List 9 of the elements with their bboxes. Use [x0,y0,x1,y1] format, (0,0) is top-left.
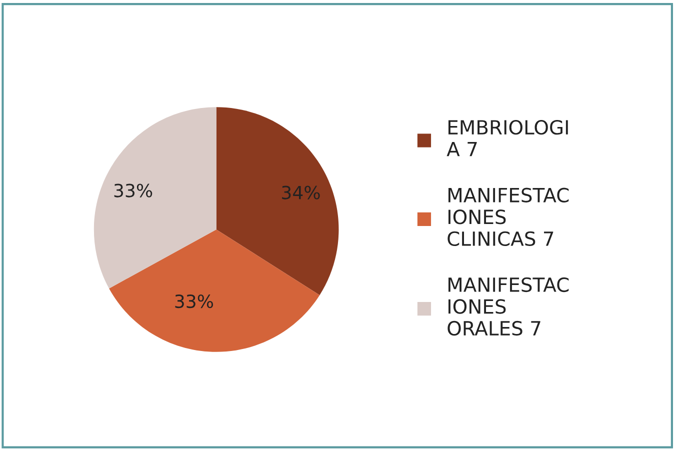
pie-slice [109,230,320,352]
legend-label: MANIFESTAC IONES CLINICAS 7 [448,188,569,246]
pie-slice [216,107,339,296]
data-label: 34% [282,186,320,200]
data-label: 33% [175,294,214,308]
data-label: 33% [114,184,152,198]
legend-label: EMBRIOLOGI A 7 [446,120,568,156]
pie-slice [94,107,216,288]
legend-label: MANIFESTAC IONES ORALES 7 [448,277,569,336]
